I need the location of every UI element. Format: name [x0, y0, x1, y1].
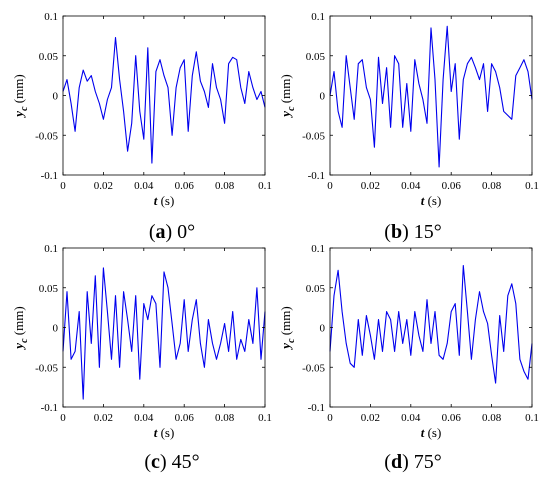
- series-line: [62, 267, 266, 400]
- x-tick-label: 0.04: [134, 412, 154, 424]
- x-tick-label: 0.08: [482, 180, 502, 192]
- x-tick-label: 0: [327, 412, 333, 424]
- y-tick-label: 0.05: [39, 283, 59, 295]
- x-tick-label: 0.1: [258, 412, 272, 424]
- x-tick-label: 0.08: [215, 180, 235, 192]
- y-tick-label: 0: [53, 323, 59, 335]
- panel-caption: (c) 45°: [144, 451, 199, 473]
- x-tick-label: 0.06: [442, 180, 462, 192]
- chart-panel-a: 0 0.02 0.04 0.06 0.08 0.1 -0.1 -0.05 0 0.05 0.1 t (…: [11, 11, 272, 243]
- y-tick-label: 0.1: [311, 11, 325, 23]
- plot-frame: [329, 247, 533, 408]
- series-line: [329, 25, 533, 168]
- x-tick-label: 0.04: [401, 412, 421, 424]
- panel-caption: (b) 15°: [384, 221, 441, 243]
- x-tick-label: 0.02: [361, 180, 380, 192]
- panel-caption: (d) 75°: [384, 451, 441, 473]
- x-tick-label: 0.1: [258, 180, 272, 192]
- y-axis-label: yc (mm): [11, 306, 30, 350]
- x-tick-label: 0.04: [134, 180, 154, 192]
- y-tick-label: -0.05: [302, 130, 325, 142]
- chart-panel-d: 0 0.02 0.04 0.06 0.08 0.1 -0.1 -0.05 0 0.05 0.1 t (…: [278, 243, 539, 473]
- series-line: [62, 36, 266, 164]
- x-tick-label: 0.02: [94, 180, 113, 192]
- x-axis-label: t (s): [154, 425, 175, 440]
- x-tick-label: 0: [327, 180, 333, 192]
- panel-caption: (a) 0°: [149, 221, 195, 243]
- chart-panel-c: 0 0.02 0.04 0.06 0.08 0.1 -0.1 -0.05 0 0.05 0.1 t (…: [11, 243, 272, 473]
- x-tick-label: 0.06: [442, 412, 462, 424]
- x-tick-label: 0.02: [94, 412, 113, 424]
- x-tick-label: 0: [60, 180, 66, 192]
- y-tick-label: 0.05: [39, 51, 59, 63]
- y-tick-label: -0.05: [35, 362, 58, 374]
- y-tick-label: -0.1: [41, 402, 58, 414]
- y-tick-label: -0.1: [308, 170, 325, 182]
- y-tick-label: 0: [53, 91, 59, 103]
- y-tick-label: 0: [320, 323, 326, 335]
- x-tick-label: 0: [60, 412, 66, 424]
- x-tick-label: 0.1: [525, 180, 539, 192]
- x-axis-label: t (s): [154, 193, 175, 208]
- y-tick-label: 0.05: [306, 283, 326, 295]
- y-tick-label: 0.05: [306, 51, 326, 63]
- x-tick-label: 0.1: [525, 412, 539, 424]
- y-tick-label: 0.1: [44, 243, 58, 255]
- y-tick-label: 0.1: [311, 243, 325, 255]
- y-tick-label: -0.05: [302, 362, 325, 374]
- x-tick-label: 0.08: [215, 412, 235, 424]
- y-axis-label: yc (mm): [11, 74, 30, 118]
- x-axis-label: t (s): [421, 425, 442, 440]
- y-tick-label: 0.1: [44, 11, 58, 23]
- x-axis-label: t (s): [421, 193, 442, 208]
- y-axis-label: yc (mm): [278, 306, 297, 350]
- y-tick-label: 0: [320, 91, 326, 103]
- y-tick-label: -0.1: [308, 402, 325, 414]
- x-tick-label: 0.02: [361, 412, 380, 424]
- y-tick-label: -0.05: [35, 130, 58, 142]
- chart-panel-b: 0 0.02 0.04 0.06 0.08 0.1 -0.1 -0.05 0 0.05 0.1 t (…: [278, 11, 539, 243]
- y-axis-label: yc (mm): [278, 74, 297, 118]
- x-tick-label: 0.08: [482, 412, 502, 424]
- series-line: [329, 264, 533, 384]
- plot-frame: [62, 15, 266, 176]
- x-tick-label: 0.06: [175, 412, 195, 424]
- x-tick-label: 0.04: [401, 180, 421, 192]
- x-tick-label: 0.06: [175, 180, 195, 192]
- y-tick-label: -0.1: [41, 170, 58, 182]
